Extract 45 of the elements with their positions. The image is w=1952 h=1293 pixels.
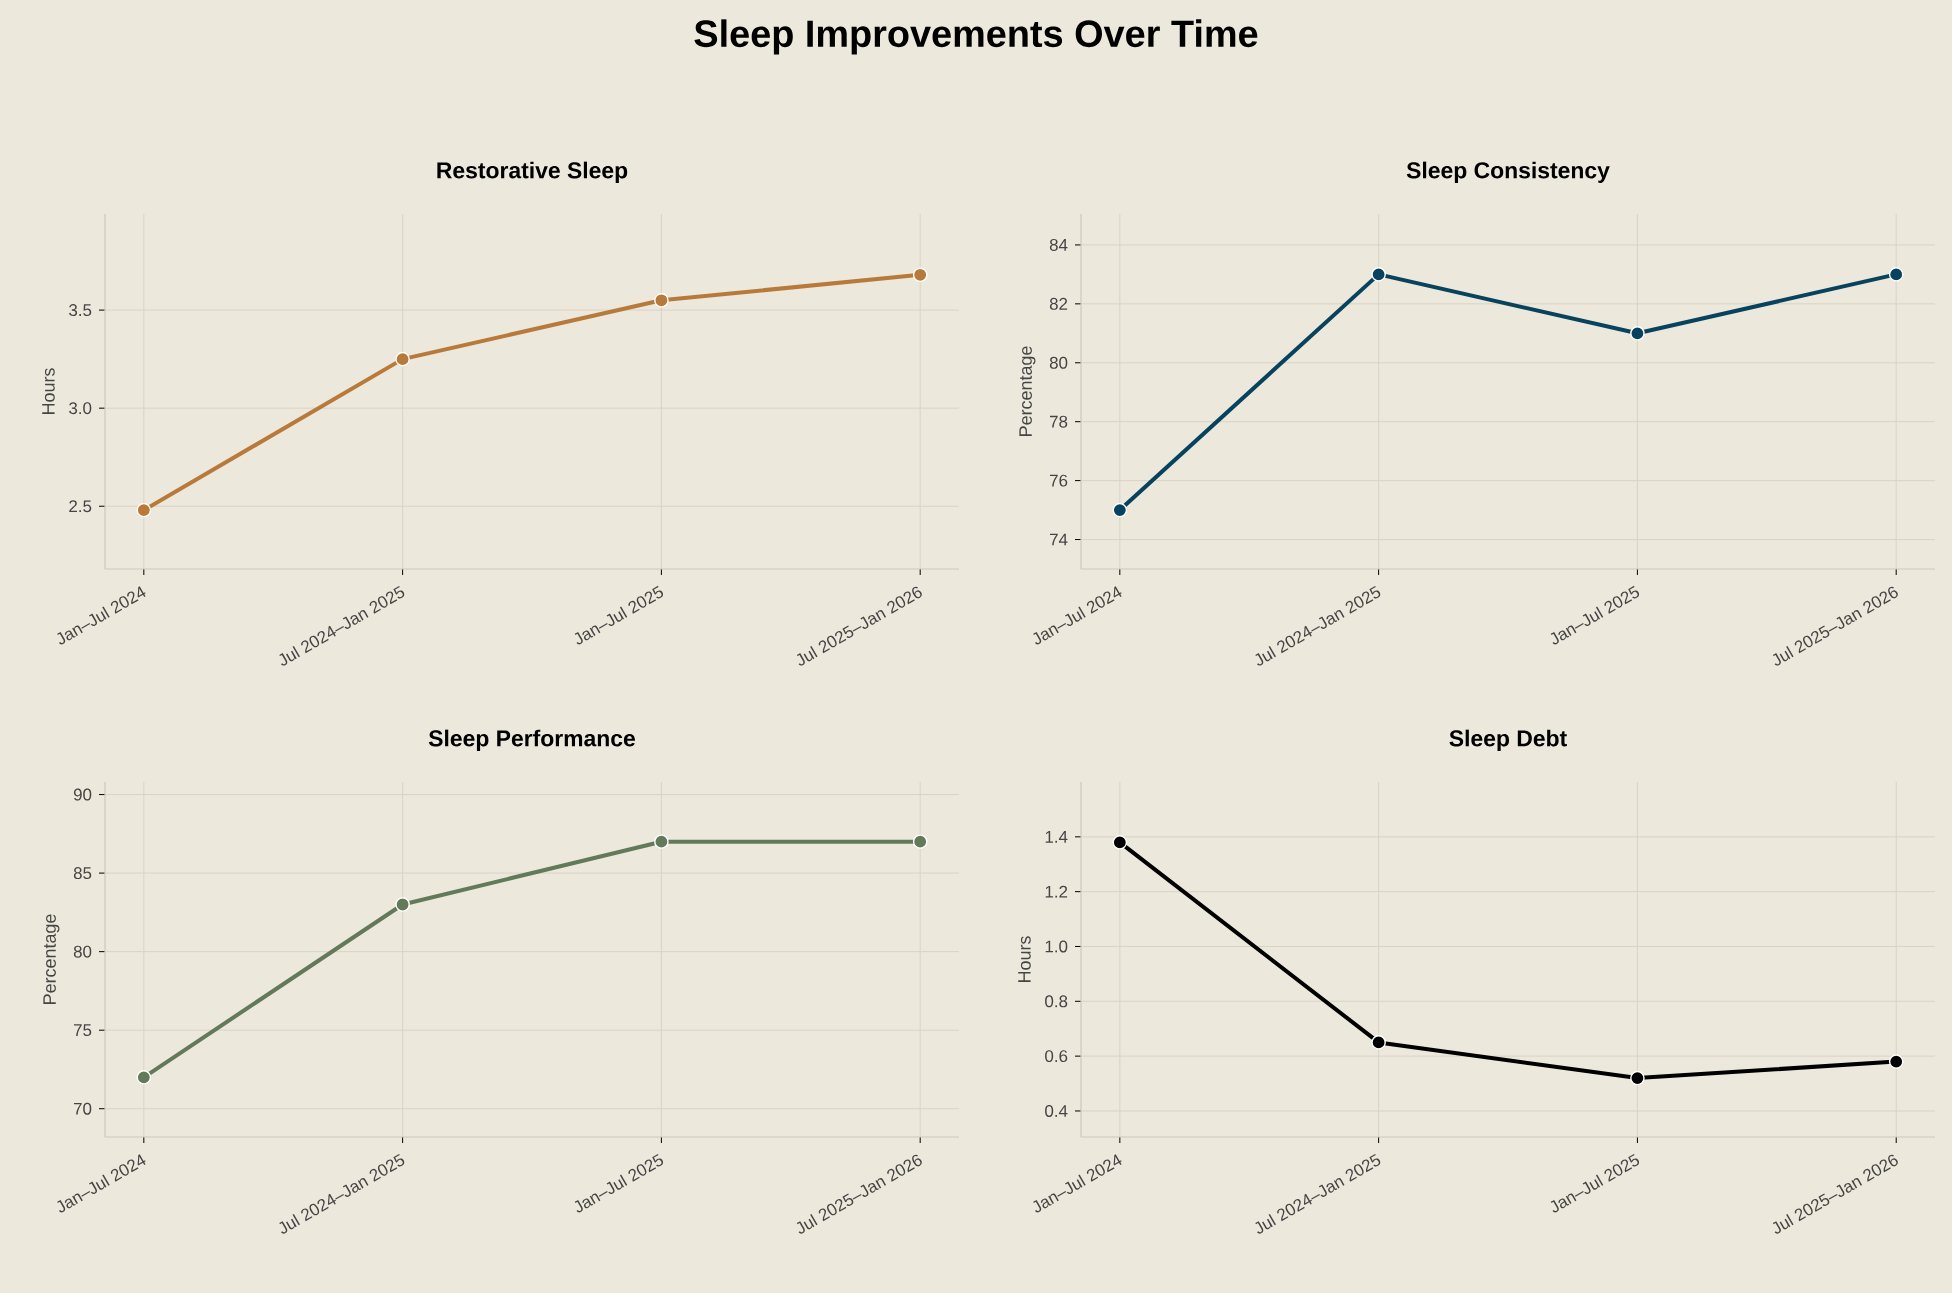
- point: [1888, 1054, 1904, 1069]
- point: [1112, 835, 1128, 850]
- y-tick-label: 3.0: [69, 402, 92, 415]
- y-tick-label: 84: [1049, 238, 1068, 251]
- chart-title: Restorative Sleep: [437, 161, 628, 183]
- y-tick-label: 70: [74, 1102, 92, 1115]
- y-tick-label: 1.2: [1045, 885, 1068, 898]
- point: [654, 834, 669, 849]
- y-tick-label: 75: [74, 1024, 92, 1037]
- chart-title: Sleep Debt: [1449, 729, 1567, 751]
- y-tick-label: 1.0: [1045, 940, 1068, 953]
- text: Sleep Improvements Over Time: [694, 19, 1258, 55]
- point: [912, 267, 928, 283]
- point: [1112, 502, 1128, 518]
- y-tick-label: 80: [1049, 356, 1068, 369]
- point: [1888, 267, 1904, 282]
- y-tick-label: 3.5: [69, 304, 92, 317]
- y-tick-label: 0.6: [1045, 1050, 1068, 1063]
- y-tick-label: 1.4: [1045, 830, 1068, 843]
- point: [1630, 326, 1645, 341]
- y-axis-title: Percentage: [1019, 346, 1036, 436]
- point: [1630, 1070, 1645, 1086]
- y-tick-label: 0.8: [1045, 995, 1068, 1008]
- point: [1371, 1035, 1386, 1050]
- y-tick-label: 0.4: [1045, 1104, 1068, 1117]
- y-axis-title: Hours: [42, 368, 55, 414]
- y-tick-label: 76: [1050, 474, 1068, 487]
- point: [912, 834, 928, 849]
- y-tick-label: 78: [1050, 415, 1068, 428]
- y-tick-label: 90: [73, 788, 92, 801]
- point: [136, 1070, 152, 1085]
- y-axis-title: Percentage: [43, 914, 60, 1004]
- chart-title: Sleep Performance: [428, 729, 635, 751]
- y-tick-label: 85: [73, 867, 92, 880]
- point: [395, 897, 410, 912]
- point: [1371, 267, 1386, 282]
- y-axis-title: Hours: [1018, 936, 1031, 982]
- y-tick-label: 80: [73, 945, 92, 958]
- point: [654, 292, 669, 308]
- point: [136, 502, 152, 518]
- chart-title: Sleep Consistency: [1406, 161, 1610, 183]
- y-tick-label: 74: [1050, 533, 1068, 546]
- point: [395, 351, 410, 367]
- y-tick-label: 2.5: [69, 500, 92, 513]
- y-tick-label: 82: [1049, 297, 1068, 310]
